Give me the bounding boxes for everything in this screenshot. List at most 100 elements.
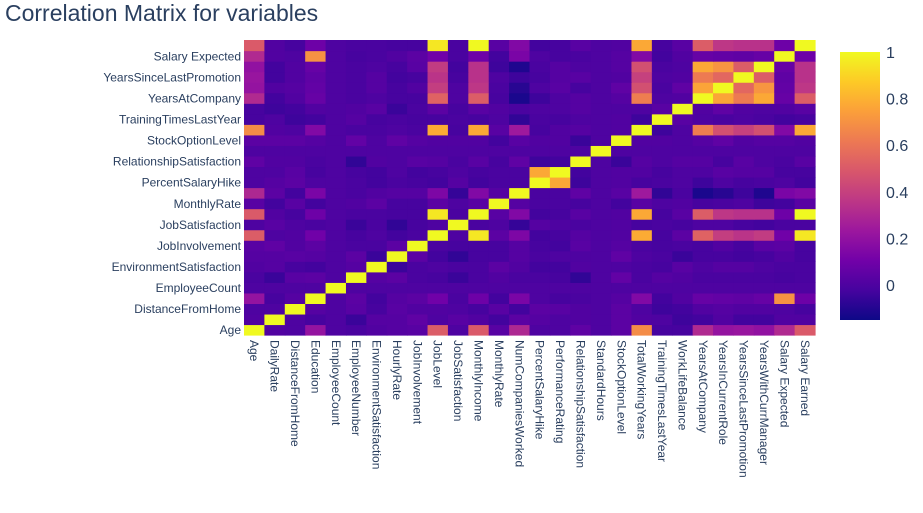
- heatmap-cell: [468, 71, 490, 83]
- heatmap-cell: [407, 292, 429, 304]
- heatmap-cell: [672, 40, 694, 52]
- heatmap-cell: [407, 103, 429, 115]
- heatmap-cell: [672, 113, 694, 125]
- heatmap-cell: [549, 124, 571, 136]
- heatmap-cell: [488, 61, 510, 73]
- heatmap-cell: [631, 50, 653, 62]
- heatmap-cell: [549, 240, 571, 252]
- heatmap-cell: [386, 208, 408, 220]
- heatmap-cell: [529, 198, 551, 210]
- heatmap-cell: [447, 103, 469, 115]
- heatmap-cell: [407, 92, 429, 104]
- heatmap-cell: [447, 198, 469, 210]
- heatmap-cell: [713, 50, 735, 62]
- heatmap-cell: [692, 50, 714, 62]
- heatmap-cell: [284, 261, 306, 273]
- heatmap-cell: [468, 155, 490, 168]
- heatmap-cell: [672, 292, 694, 304]
- heatmap-cell: [590, 166, 612, 178]
- heatmap-cell: [264, 229, 286, 241]
- heatmap-cell: [366, 145, 388, 157]
- heatmap-cell: [549, 134, 571, 146]
- heatmap-cell: [305, 61, 327, 73]
- heatmap-cell: [794, 145, 816, 157]
- heatmap-cell: [427, 155, 449, 168]
- heatmap-cell: [672, 261, 694, 273]
- heatmap-cell: [713, 124, 735, 136]
- heatmap-cell: [509, 292, 531, 304]
- heatmap-cell: [713, 303, 735, 315]
- heatmap-cell: [611, 303, 633, 315]
- y-tick-label: TrainingTimesLastYear: [119, 113, 241, 127]
- heatmap-cell: [713, 219, 735, 231]
- heatmap-cell: [509, 176, 531, 189]
- heatmap-cell: [570, 292, 592, 304]
- heatmap-cell: [631, 240, 653, 252]
- heatmap-cell: [692, 240, 714, 252]
- heatmap-cell: [386, 145, 408, 157]
- heatmap-cell: [305, 303, 327, 315]
- heatmap-cell: [305, 155, 327, 168]
- heatmap-cell: [692, 155, 714, 168]
- heatmap-cell: [529, 303, 551, 315]
- heatmap-cell: [692, 250, 714, 262]
- heatmap-cell: [345, 176, 367, 189]
- heatmap-cell: [488, 261, 510, 273]
- heatmap-cell: [529, 155, 551, 168]
- heatmap-cell: [244, 71, 265, 83]
- heatmap-cells: [244, 40, 816, 336]
- heatmap-cell: [305, 50, 327, 62]
- heatmap-cell: [590, 229, 612, 241]
- heatmap-cell: [284, 282, 306, 294]
- heatmap-cell: [264, 219, 286, 231]
- heatmap-cell: [427, 103, 449, 115]
- heatmap-cell: [325, 198, 347, 210]
- heatmap-cell: [651, 50, 673, 62]
- heatmap-cell: [570, 166, 592, 178]
- heatmap-cell: [468, 134, 490, 146]
- heatmap-cell: [529, 145, 551, 157]
- heatmap-cell: [631, 166, 653, 178]
- heatmap-cell: [244, 271, 265, 283]
- heatmap-cell: [570, 134, 592, 146]
- heatmap-cell: [692, 61, 714, 73]
- heatmap-cell: [672, 198, 694, 210]
- heatmap-cell: [590, 324, 612, 336]
- x-tick-label: YearsWithCurrManager: [757, 340, 771, 465]
- heatmap-cell: [325, 50, 347, 62]
- heatmap-cell: [611, 113, 633, 125]
- heatmap-cell: [733, 303, 755, 315]
- heatmap-cell: [386, 61, 408, 73]
- heatmap-cell: [631, 208, 653, 220]
- heatmap-cell: [774, 282, 796, 294]
- heatmap-cell: [488, 292, 510, 304]
- heatmap-cell: [468, 166, 490, 178]
- heatmap-cell: [488, 198, 510, 210]
- heatmap-cell: [570, 208, 592, 220]
- heatmap-cell: [631, 40, 653, 52]
- heatmap-cell: [713, 198, 735, 210]
- heatmap-cell: [468, 198, 490, 210]
- heatmap-cell: [325, 303, 347, 315]
- heatmap-cell: [427, 219, 449, 231]
- heatmap-cell: [529, 261, 551, 273]
- heatmap-cell: [264, 103, 286, 115]
- heatmap-cell: [427, 292, 449, 304]
- heatmap-cell: [651, 219, 673, 231]
- heatmap-cell: [794, 92, 816, 104]
- heatmap-cell: [427, 187, 449, 199]
- heatmap-cell: [753, 187, 775, 199]
- heatmap-cell: [447, 61, 469, 73]
- heatmap-cell: [753, 229, 775, 241]
- heatmap-cell: [713, 134, 735, 146]
- heatmap-cell: [305, 240, 327, 252]
- heatmap-cell: [774, 50, 796, 62]
- heatmap-cell: [570, 303, 592, 315]
- heatmap-cell: [753, 303, 775, 315]
- heatmap-cell: [611, 40, 633, 52]
- heatmap-cell: [733, 198, 755, 210]
- heatmap-cell: [692, 282, 714, 294]
- heatmap-cell: [631, 103, 653, 115]
- heatmap-cell: [549, 166, 571, 178]
- heatmap-cell: [529, 82, 551, 94]
